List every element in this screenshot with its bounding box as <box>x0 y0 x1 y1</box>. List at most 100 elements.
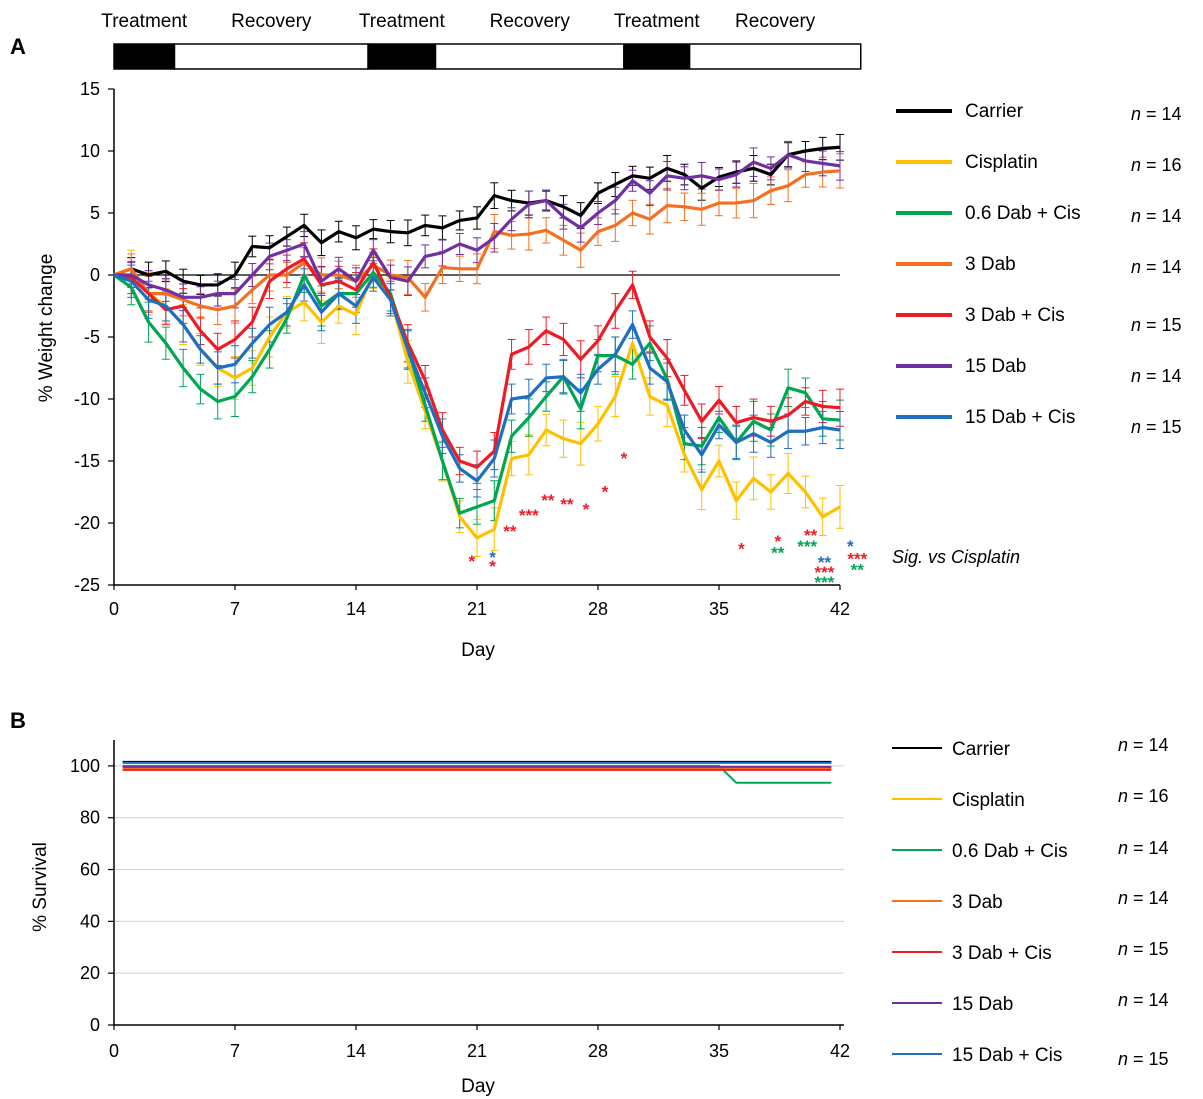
panel-a-y-axis-label: % Weight change <box>36 254 57 403</box>
panel-a-significance-marks: * ********* ** **** ********************** <box>469 449 868 592</box>
y-tick-label: 15 <box>80 79 100 99</box>
significance-mark: *** <box>797 537 817 556</box>
y-tick-label: 0 <box>90 265 100 285</box>
panel-b-survival-chart: B 0 20 40 60 80 100 0 7 14 21 28 35 42 % Survival Da… <box>10 708 1169 1097</box>
legend-label-carrier: Carrier <box>952 739 1011 760</box>
significance-mark: ** <box>851 561 865 580</box>
significance-mark: ** <box>804 526 818 545</box>
panel-a-x-axis-label: Day <box>461 640 495 661</box>
legend-label-0-6-dab-cis: 0.6 Dab + Cis <box>965 203 1081 224</box>
legend-n-15-dab: n = 14 <box>1118 990 1169 1010</box>
y-tick-label: -10 <box>74 389 100 409</box>
significance-mark: * <box>489 557 496 576</box>
x-tick-label: 28 <box>588 1041 608 1061</box>
phase-label-recovery: Recovery <box>735 11 816 32</box>
significance-mark: * <box>738 540 745 559</box>
significance-mark: ** <box>541 491 555 510</box>
y-tick-label: 40 <box>80 911 100 931</box>
y-tick-label: 60 <box>80 860 100 880</box>
panel-a-label: A <box>10 34 26 59</box>
phase-label-treatment: Treatment <box>614 11 701 32</box>
panel-b-y-axis-label: % Survival <box>30 842 51 932</box>
phase-block-treatment <box>623 43 691 70</box>
significance-mark: * <box>583 500 590 519</box>
x-tick-label: 14 <box>346 599 366 619</box>
phase-label-treatment: Treatment <box>101 11 188 32</box>
series-line-15-dab-cis <box>113 273 841 483</box>
significance-mark: * <box>602 483 609 502</box>
phase-label-treatment: Treatment <box>359 11 446 32</box>
series-line-cisplatin <box>113 267 841 540</box>
panel-b-label: B <box>10 708 26 733</box>
significance-title: Sig. vs Cisplatin <box>892 547 1020 567</box>
y-tick-label: 100 <box>70 756 100 776</box>
x-tick-label: 28 <box>588 599 608 619</box>
significance-mark: ** <box>771 543 785 562</box>
panel-a-series-lines <box>113 145 841 540</box>
legend-n-carrier: n = 14 <box>1118 735 1169 755</box>
legend-label-15-dab: 15 Dab <box>965 356 1026 377</box>
phase-block-recovery <box>434 43 625 70</box>
series-line-0-6-dab-cis <box>113 270 841 515</box>
x-tick-label: 35 <box>709 1041 729 1061</box>
legend-label-15-dab: 15 Dab <box>952 994 1013 1015</box>
phase-block-recovery <box>173 43 369 70</box>
significance-mark: * <box>469 552 476 571</box>
series-line-15-dab <box>114 153 841 299</box>
phase-label-recovery: Recovery <box>231 11 312 32</box>
x-tick-label: 42 <box>830 599 850 619</box>
legend-label-cisplatin: Cisplatin <box>952 790 1025 811</box>
y-tick-label: -15 <box>74 451 100 471</box>
phase-block-treatment <box>113 43 176 70</box>
legend-n-3-dab-cis: n = 15 <box>1131 315 1182 335</box>
y-tick-label: -20 <box>74 513 100 533</box>
series-line-3-dab <box>113 169 841 312</box>
panel-a-error-bars <box>127 133 844 557</box>
legend-n-15-dab-cis: n = 15 <box>1118 1049 1169 1069</box>
significance-mark: *** <box>815 573 835 592</box>
significance-mark: * <box>774 532 781 551</box>
legend-n-15-dab-cis: n = 15 <box>1131 417 1182 437</box>
x-tick-label: 7 <box>230 599 240 619</box>
significance-mark: * <box>621 449 628 468</box>
phase-block-recovery <box>688 43 862 70</box>
y-tick-label: 0 <box>90 1015 100 1035</box>
panel-b-x-axis-label: Day <box>461 1076 495 1097</box>
legend-n-3-dab: n = 14 <box>1118 888 1169 908</box>
significance-mark: ** <box>560 495 574 514</box>
legend-n-15-dab: n = 14 <box>1131 366 1182 386</box>
x-tick-label: 14 <box>346 1041 366 1061</box>
panel-a-axes: 15 10 5 0 -5 -10 -15 -20 -25 0 7 14 21 28 35 42 <box>74 79 850 619</box>
legend-label-15-dab-cis: 15 Dab + Cis <box>965 407 1075 428</box>
x-tick-label: 21 <box>467 599 487 619</box>
x-tick-label: 21 <box>467 1041 487 1061</box>
panel-a-weight-chart: A Treatment Recovery Treatment Recovery Trea… <box>10 11 1182 661</box>
legend-n-carrier: n = 14 <box>1131 104 1182 124</box>
legend-label-3-dab-cis: 3 Dab + Cis <box>952 943 1052 964</box>
y-tick-label: -5 <box>84 327 100 347</box>
series-line-3-dab-cis <box>113 257 841 469</box>
x-tick-label: 0 <box>109 1041 119 1061</box>
y-tick-label: 20 <box>80 963 100 983</box>
y-tick-label: 10 <box>80 141 100 161</box>
panel-b-axes: 0 20 40 60 80 100 0 7 14 21 28 35 42 <box>70 740 850 1061</box>
legend-label-carrier: Carrier <box>965 101 1024 122</box>
x-tick-label: 35 <box>709 599 729 619</box>
phase-label-recovery: Recovery <box>490 11 571 32</box>
legend-n-cisplatin: n = 16 <box>1131 155 1182 175</box>
panel-b-gridlines <box>114 765 844 974</box>
legend-n-3-dab: n = 14 <box>1131 257 1182 277</box>
significance-mark: *** <box>815 563 835 582</box>
x-tick-label: 42 <box>830 1041 850 1061</box>
legend-label-3-dab: 3 Dab <box>952 892 1003 913</box>
significance-mark: *** <box>519 506 539 525</box>
legend-n-0-6-dab-cis: n = 14 <box>1131 206 1182 226</box>
panel-b-legend: Carrier n = 14 Cisplatin n = 16 0.6 Dab + Ci… <box>892 735 1169 1069</box>
legend-n-cisplatin: n = 16 <box>1118 786 1169 806</box>
panel-b-series-lines <box>122 760 832 784</box>
y-tick-label: -25 <box>74 575 100 595</box>
legend-label-3-dab-cis: 3 Dab + Cis <box>965 305 1065 326</box>
legend-label-cisplatin: Cisplatin <box>965 152 1038 173</box>
legend-n-3-dab-cis: n = 15 <box>1118 939 1169 959</box>
